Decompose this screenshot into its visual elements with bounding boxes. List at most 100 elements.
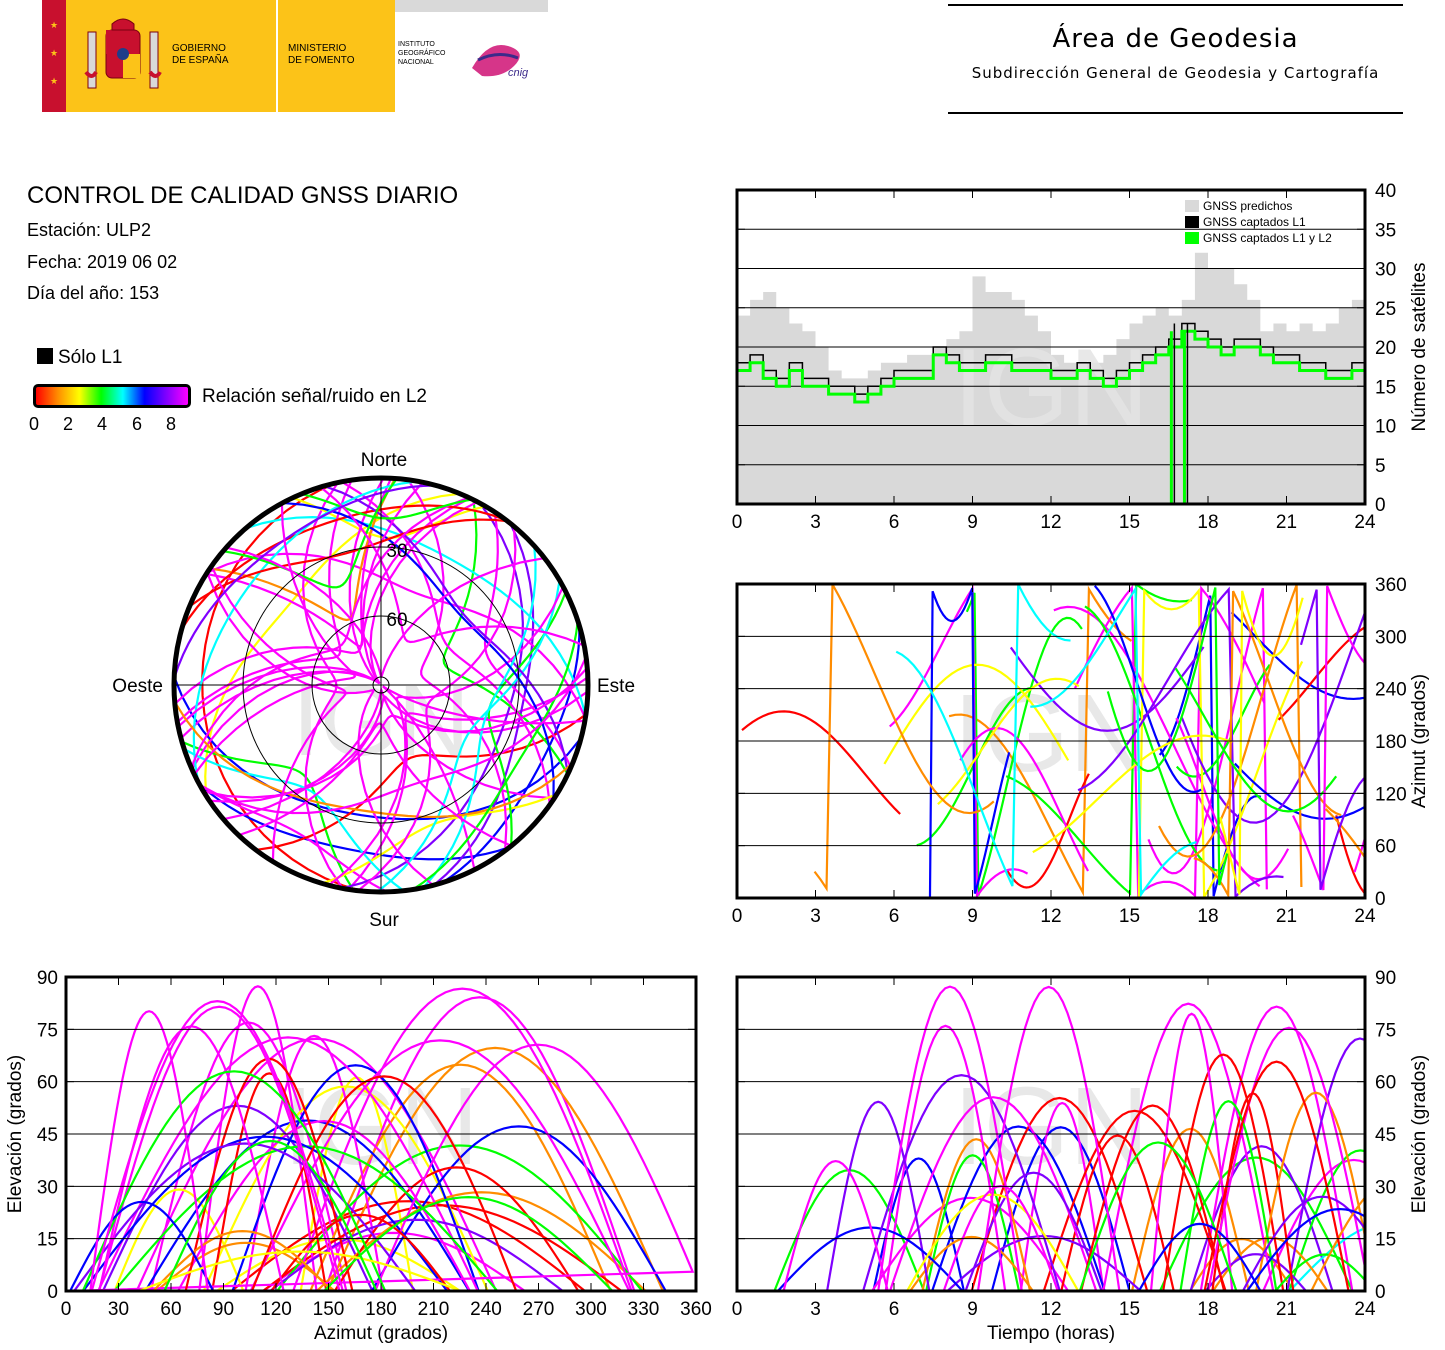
y-axis-label: Elevación (grados) [5, 1055, 26, 1213]
satellite-track [877, 985, 1023, 1291]
gobierno-logo-panel [66, 0, 276, 112]
satellite-track [155, 1241, 336, 1291]
satellite-track [1009, 646, 1205, 732]
satellite-track [190, 496, 470, 769]
satellite-track [1137, 587, 1304, 898]
y-tick-label: 60 [37, 1073, 58, 1094]
x-tick-label: 6 [889, 1299, 900, 1320]
svg-text:★: ★ [50, 76, 58, 86]
satellite-track [1204, 1253, 1307, 1291]
satellite-track [244, 1034, 384, 1291]
tracks-group [741, 584, 1365, 898]
satellite-track [70, 1043, 695, 1291]
satellite-track [883, 663, 1070, 765]
satellite-track [231, 1064, 480, 1291]
satellite-track [970, 1096, 1149, 1291]
ring-label-60: 60 [386, 610, 407, 631]
y-tick-label: 75 [1375, 1020, 1396, 1041]
satellite-track [210, 565, 347, 862]
snr-tick: 8 [166, 414, 177, 434]
snr-label: Relación señal/ruido en L2 [202, 386, 427, 407]
satellite-track [203, 667, 588, 799]
svg-text:cnig: cnig [508, 67, 529, 79]
satellite-track [282, 501, 555, 800]
satellite-track [81, 1070, 387, 1291]
x-tick-label: 9 [967, 906, 978, 927]
satellite-track [206, 552, 587, 719]
satellite-track [199, 656, 588, 815]
satellite-track [333, 1166, 580, 1291]
x-tick-label: 180 [365, 1299, 397, 1320]
satellite-track [948, 585, 1133, 897]
satellite-track [937, 677, 1080, 805]
south-label: Sur [369, 910, 399, 931]
satellite-track [1175, 664, 1271, 778]
satellite-track [204, 492, 461, 796]
satellite-track [895, 584, 1071, 887]
ring-label-30: 30 [386, 541, 407, 562]
satellite-track [1230, 611, 1365, 701]
satellite-track [174, 701, 574, 819]
plot-frame [735, 582, 1367, 900]
y-tick-label: 30 [37, 1177, 58, 1198]
satellite-track [1149, 1012, 1234, 1291]
satellite-track [245, 516, 587, 717]
x-tick-label: 15 [1119, 906, 1140, 927]
x-tick-label: 210 [418, 1299, 450, 1320]
satellite-track [412, 620, 579, 891]
y-tick-label: 15 [1375, 377, 1396, 398]
y-tick-label: 45 [1375, 1125, 1396, 1146]
x-tick-label: 18 [1197, 1299, 1218, 1320]
y-tick-label: 0 [1375, 1282, 1386, 1303]
satellite-track [302, 481, 344, 890]
satellite-track [1199, 1005, 1354, 1291]
x-tick-label: 24 [1354, 1299, 1376, 1320]
satellite-track [1203, 1060, 1350, 1291]
satellite-track [309, 1063, 612, 1291]
sky-tracks [174, 478, 588, 892]
satellite-track [741, 710, 901, 815]
x-tick-label: 0 [732, 1299, 743, 1320]
satellite-track [1106, 587, 1229, 886]
y-tick-label: 40 [1375, 181, 1396, 202]
y-tick-label: 75 [37, 1020, 58, 1041]
legend-swatch [1185, 216, 1199, 228]
report-title: CONTROL DE CALIDAD GNSS DIARIO [27, 182, 459, 209]
satellite-track [188, 518, 508, 608]
tracks-group [773, 985, 1365, 1291]
area-title: Área de Geodesia [1052, 24, 1299, 54]
y-axis-label: Azimut (grados) [1409, 674, 1430, 808]
x-tick-label: 18 [1197, 906, 1218, 927]
satellite-track [1292, 585, 1365, 891]
x-tick-label: 0 [61, 1299, 72, 1320]
satellite-track [211, 1072, 328, 1291]
x-tick-label: 3 [810, 512, 821, 530]
legend-swatch [1185, 232, 1199, 244]
eu-stars-icon: ★ ★ ★ [50, 20, 58, 86]
satellite-track [191, 500, 478, 770]
satellite-track [1130, 1127, 1250, 1291]
x-tick-label: 9 [967, 1299, 978, 1320]
satellite-track [152, 1230, 333, 1291]
x-tick-label: 24 [1354, 512, 1376, 530]
satellite-track [206, 572, 434, 887]
y-tick-label: 360 [1375, 575, 1407, 596]
satellite-track [319, 486, 585, 647]
satellite-track [376, 580, 561, 892]
satellite-track [97, 1005, 341, 1291]
satellite-track [1255, 1091, 1365, 1291]
north-label: Norte [361, 450, 407, 471]
date-label: Fecha: 2019 06 02 [27, 252, 178, 272]
satellite-track [1093, 585, 1202, 794]
satellite-track [181, 740, 355, 891]
x-tick-label: 3 [810, 906, 821, 927]
y-tick-label: 180 [1375, 732, 1407, 753]
plot-frame [64, 975, 698, 1293]
satellite-track [97, 1036, 479, 1291]
satellite-track [300, 492, 473, 520]
x-tick-label: 12 [1040, 512, 1061, 530]
y-tick-label: 240 [1375, 680, 1407, 701]
x-tick-label: 21 [1276, 1299, 1297, 1320]
x-tick-label: 30 [108, 1299, 129, 1320]
